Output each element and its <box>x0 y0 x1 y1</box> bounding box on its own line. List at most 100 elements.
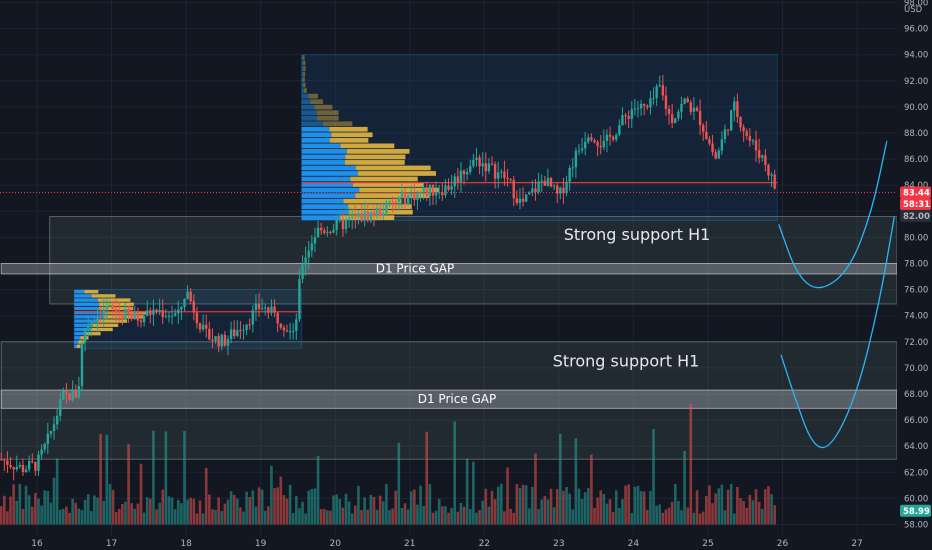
price-tick-label: 60.00 <box>904 494 928 504</box>
candle-body <box>236 330 239 336</box>
volume-profile-box <box>301 54 778 221</box>
volume-bar <box>71 498 74 525</box>
volume-bar <box>642 491 646 525</box>
candle-body <box>319 227 323 231</box>
candle-body <box>469 166 472 172</box>
candle-body <box>357 213 360 217</box>
candle-body <box>239 330 242 332</box>
volume-bar <box>9 496 12 525</box>
zone-layer <box>0 216 898 460</box>
candle-body <box>9 465 12 468</box>
volume-bar <box>512 512 516 525</box>
volume-bar <box>580 499 584 525</box>
candle-body <box>705 131 708 140</box>
volume-bar <box>279 476 283 525</box>
price-tick-label: 78.00 <box>904 260 928 270</box>
volume-bar <box>332 495 335 525</box>
volume-bar <box>630 513 634 525</box>
volume-bar <box>183 431 186 525</box>
volume-bar <box>329 510 332 525</box>
price-tag <box>900 186 931 199</box>
volume-bar <box>307 490 311 525</box>
candle-body <box>636 108 640 110</box>
candle-body <box>661 85 665 96</box>
axis-layer: 98.00 96.00 94.00 92.00 90.00 88.00 86.00 84.00… <box>31 0 931 549</box>
candle-body <box>102 308 105 317</box>
volume-bar <box>37 498 40 525</box>
candle-body <box>611 136 615 140</box>
candle-body <box>335 219 338 230</box>
candle-body <box>279 323 282 328</box>
candle-body <box>37 454 40 471</box>
volume-bar <box>770 494 773 525</box>
volume-bar <box>189 497 192 525</box>
candle-body <box>3 459 6 461</box>
candle-body <box>288 331 292 333</box>
time-axis[interactable] <box>0 535 932 550</box>
candle-body <box>326 231 329 233</box>
candle-body <box>773 174 776 189</box>
candle-body <box>559 187 562 194</box>
volume-bar <box>114 511 118 525</box>
candle-body <box>304 257 307 265</box>
candle-body <box>757 150 761 158</box>
candle-body <box>105 305 109 309</box>
candle-body <box>577 150 581 152</box>
candle-body <box>149 310 152 315</box>
candle-body <box>270 306 273 313</box>
support-zone <box>0 341 898 460</box>
candle-body <box>6 460 9 466</box>
volume-bar <box>99 433 102 525</box>
volume-bar <box>273 488 276 525</box>
candle-body <box>580 148 584 151</box>
volume-bar <box>83 499 87 525</box>
volume-bar <box>285 498 289 525</box>
candle-body <box>652 98 655 100</box>
candle-body <box>217 336 220 347</box>
volume-bar <box>58 509 62 525</box>
volume-bar <box>164 431 168 525</box>
volume-bar <box>459 502 463 525</box>
volume-bar <box>391 508 394 525</box>
volume-bar <box>677 500 680 525</box>
volume-bar <box>319 509 323 525</box>
candle-body <box>173 313 177 316</box>
date-tick-label: 24 <box>628 539 640 549</box>
candle-body <box>441 192 444 196</box>
price-tick-label: 64.00 <box>904 442 928 452</box>
volume-bar <box>425 431 429 525</box>
volume-bar <box>456 511 460 525</box>
volume-bar <box>105 434 109 525</box>
candle-body <box>332 229 335 233</box>
candle-body <box>406 195 410 205</box>
candle-body <box>366 211 369 221</box>
price-tick-label: 80.00 <box>904 233 928 243</box>
volume-bar <box>55 458 59 525</box>
volume-profile-bar <box>355 165 431 171</box>
candle-body <box>59 399 62 416</box>
candle-body <box>413 193 416 200</box>
volume-profile-bar <box>76 344 81 348</box>
candle-body <box>658 85 661 87</box>
candle-body <box>341 219 345 230</box>
volume-bar <box>602 493 606 525</box>
volume-bar <box>658 504 662 525</box>
price-tag-label: 58:31 <box>903 200 930 210</box>
volume-bar <box>18 483 22 525</box>
candle-body <box>549 178 553 187</box>
candle-body <box>683 98 686 104</box>
price-axis[interactable] <box>897 0 932 550</box>
candle-body <box>748 135 752 141</box>
volume-profile-bar <box>301 204 348 209</box>
volume-bar <box>394 490 398 525</box>
candle-body <box>552 185 556 187</box>
volume-bar <box>86 494 90 525</box>
candle-body <box>562 187 565 194</box>
candle-body <box>177 309 180 314</box>
candle-body <box>183 298 186 307</box>
candle-body <box>394 201 397 203</box>
candle-body <box>602 140 606 148</box>
candle-body <box>431 184 435 196</box>
price-tick-label: 90.00 <box>904 103 928 113</box>
